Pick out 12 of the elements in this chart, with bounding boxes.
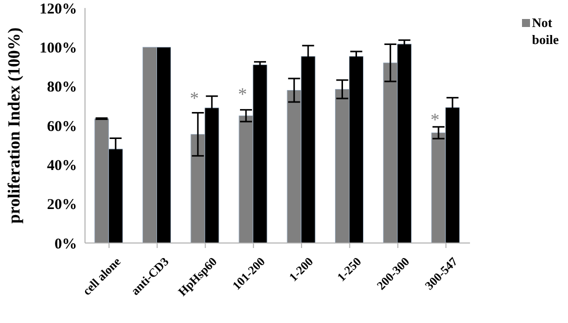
y-tick-label: 0%	[54, 236, 77, 252]
annotation: *	[238, 84, 247, 104]
y-tick-label: 80%	[47, 80, 77, 96]
annotation: *	[190, 88, 199, 108]
y-axis-title: proliferation Index (100%)	[4, 27, 24, 224]
y-tick-label: 100%	[40, 40, 77, 56]
annotation: *	[430, 110, 440, 130]
y-tick-label: 60%	[47, 118, 77, 135]
y-tick-label: 120%	[40, 1, 77, 18]
y-tick-label: 40%	[47, 158, 77, 174]
y-tick-label: 20%	[47, 197, 77, 214]
legend-label: Not boile	[532, 14, 560, 48]
